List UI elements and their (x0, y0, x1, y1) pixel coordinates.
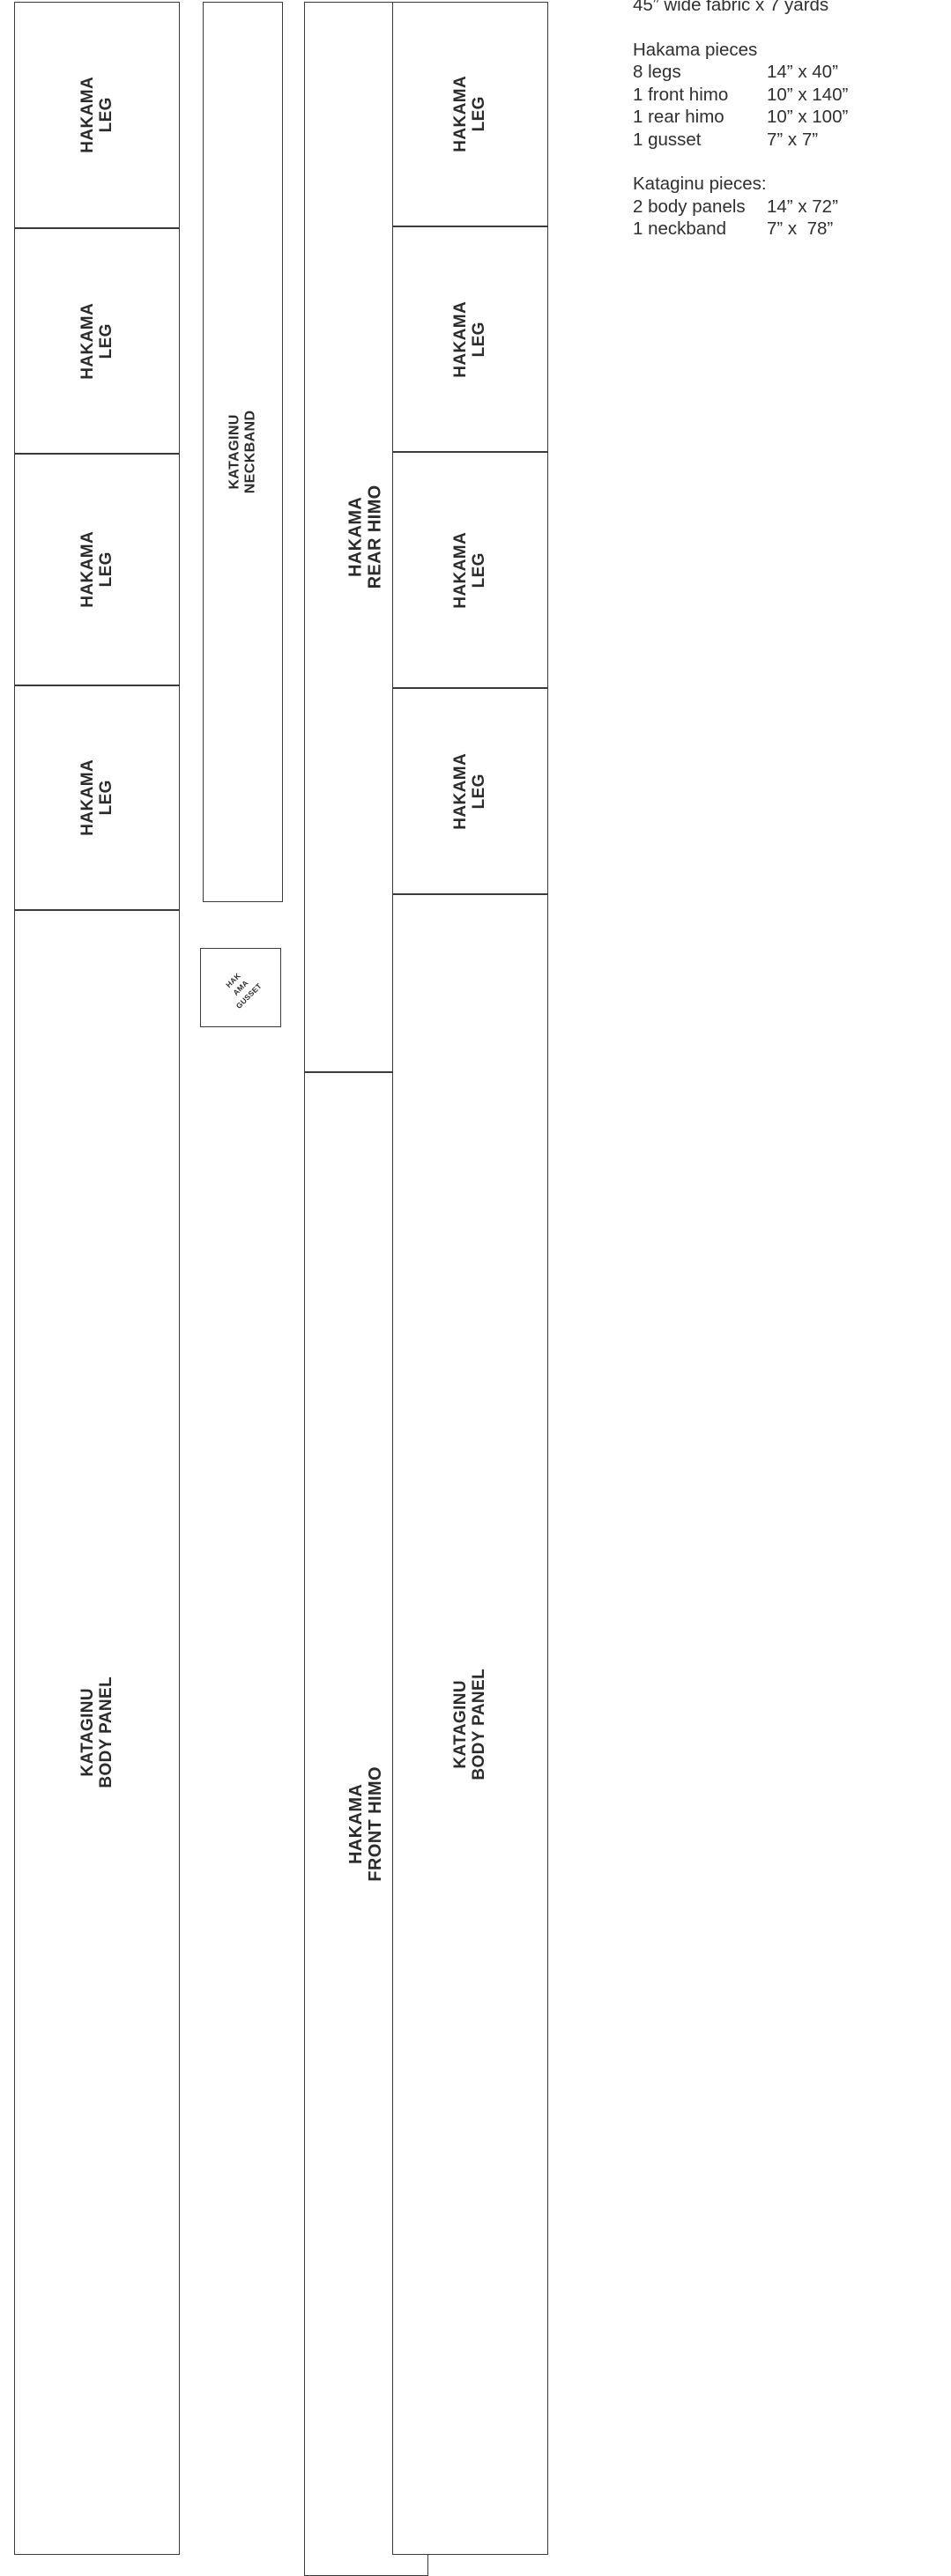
cutting-notes: 45” wide fabric x 7 yards Hakama pieces … (633, 0, 941, 243)
piece-kataginu-body-panel: KATAGINU BODY PANEL (14, 910, 180, 2555)
piece-hakama-leg: HAKAMA LEG (14, 685, 180, 910)
piece-label: HAKAMA REAR HIMO (346, 485, 386, 589)
piece-label: HAKAMA LEG (451, 752, 489, 830)
piece-label: HAKAMA LEG (78, 302, 115, 380)
hakama-item-row: 1 gusset 7” x 7” (633, 129, 941, 154)
piece-hakama-gusset: HAK AMA GUSSET (200, 948, 281, 1027)
piece-kataginu-body-panel: KATAGINU BODY PANEL (392, 894, 548, 2555)
piece-label: HAKAMA LEG (78, 759, 115, 836)
hakama-item-row: 1 front himo 10” x 140” (633, 84, 941, 109)
piece-label: HAKAMA LEG (451, 531, 489, 609)
piece-hakama-leg: HAKAMA LEG (14, 2, 180, 228)
piece-label: HAKAMA LEG (78, 77, 115, 153)
piece-hakama-leg: HAKAMA LEG (392, 452, 548, 688)
fabric-size-line: 45” wide fabric x 7 yards (633, 0, 829, 15)
kataginu-item-size: 14” x 72” (767, 196, 838, 217)
kataginu-pieces-heading: Kataginu pieces: (633, 174, 767, 194)
piece-label: HAKAMA LEG (451, 76, 489, 152)
piece-hakama-leg: HAKAMA LEG (14, 228, 180, 454)
hakama-item-size: 7” x 7” (767, 129, 819, 150)
hakama-item-qty: 1 front himo (633, 84, 729, 105)
kataginu-item-row: 1 neckband 7” x 78” (633, 218, 941, 243)
hakama-item-qty: 8 legs (633, 62, 681, 82)
piece-label: KATAGINU BODY PANEL (78, 1677, 115, 1788)
kataginu-item-qty: 1 neckband (633, 218, 727, 239)
cutting-layout-diagram: HAKAMA LEG HAKAMA LEG HAKAMA LEG HAKAMA … (14, 2, 548, 2576)
hakama-item-size: 10” x 140” (767, 84, 849, 105)
piece-hakama-leg: HAKAMA LEG (392, 226, 548, 452)
hakama-item-qty: 1 rear himo (633, 107, 724, 127)
hakama-item-qty: 1 gusset (633, 129, 702, 150)
piece-label: HAKAMA FRONT HIMO (346, 1766, 386, 1882)
kataginu-item-qty: 2 body panels (633, 196, 746, 217)
hakama-item-row: 1 rear himo 10” x 100” (633, 107, 941, 131)
notes-spacer (633, 153, 941, 175)
hakama-item-row: 8 legs 14” x 40” (633, 63, 941, 86)
notes-spacer (633, 19, 941, 41)
kataginu-item-row: 2 body panels 14” x 72” (633, 196, 941, 221)
piece-hakama-leg: HAKAMA LEG (392, 2, 548, 226)
piece-label: HAK AMA GUSSET (223, 970, 264, 1010)
hakama-item-size: 10” x 100” (767, 107, 849, 127)
piece-hakama-leg: HAKAMA LEG (392, 688, 548, 894)
piece-label: HAKAMA LEG (78, 531, 115, 608)
piece-kataginu-neckband: KATAGINU NECKBAND (203, 2, 283, 902)
piece-hakama-leg: HAKAMA LEG (14, 454, 180, 685)
hakama-item-size: 14” x 40” (767, 62, 838, 82)
hakama-pieces-heading: Hakama pieces (633, 39, 758, 60)
kataginu-item-size: 7” x 78” (767, 218, 834, 239)
piece-label: KATAGINU BODY PANEL (451, 1669, 489, 1780)
piece-label: KATAGINU NECKBAND (227, 410, 258, 494)
piece-label: HAKAMA LEG (451, 300, 489, 378)
